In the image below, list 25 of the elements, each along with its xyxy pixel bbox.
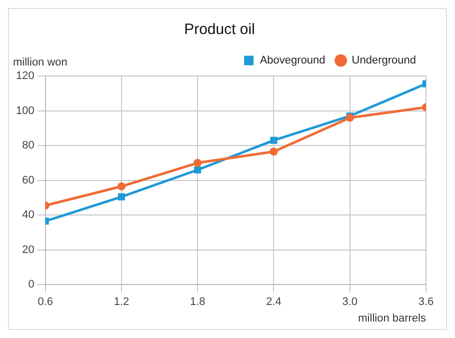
y-tick-label: 120 (16, 70, 34, 82)
y-tick-label: 100 (16, 104, 34, 117)
point (118, 193, 125, 200)
x-tick-label: 2.4 (266, 296, 282, 308)
point (117, 182, 126, 190)
point (194, 166, 202, 174)
x-tick-label: 3.0 (342, 296, 358, 308)
point (270, 136, 278, 144)
y-tick-label: 80 (22, 140, 34, 152)
x-tick-label: 0.6 (38, 296, 53, 308)
y-tick-label: 0 (28, 278, 34, 291)
y-tick-label: 20 (22, 244, 34, 256)
x-axis-title: million barrels (358, 312, 426, 324)
chart-title: Product oil (184, 21, 255, 38)
x-tick-label: 1.2 (114, 296, 130, 308)
y-axis-title: million won (13, 56, 68, 69)
x-tick-label: 1.8 (190, 296, 206, 308)
legend-label: Aboveground (260, 54, 326, 67)
legend-label: Underground (352, 54, 416, 67)
point (270, 148, 278, 156)
y-tick-label: 40 (22, 209, 34, 222)
y-tick-label: 60 (22, 174, 34, 186)
point (194, 158, 202, 167)
point (346, 114, 354, 122)
x-tick-label: 3.6 (418, 296, 434, 308)
